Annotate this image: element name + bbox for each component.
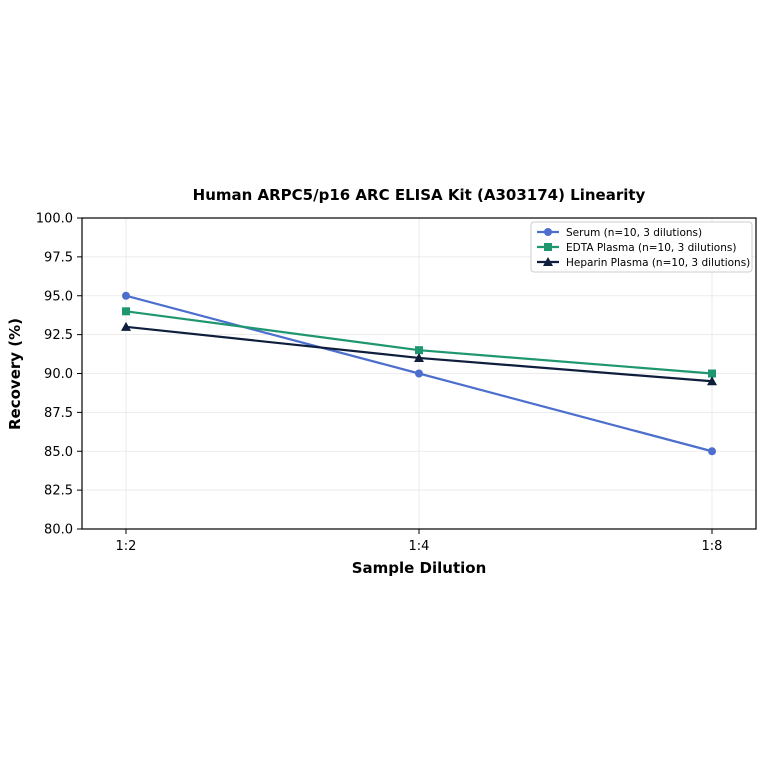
- y-tick-label: 95.0: [44, 289, 73, 304]
- legend-marker: [544, 243, 552, 251]
- y-tick-label: 92.5: [44, 328, 73, 343]
- data-point: [708, 369, 716, 378]
- data-point: [415, 369, 423, 378]
- data-point: [122, 307, 130, 316]
- x-tick-label: 1:8: [702, 539, 723, 554]
- series-1: [122, 291, 716, 456]
- legend-marker: [544, 228, 552, 236]
- series-2: [122, 307, 716, 378]
- x-axis-label: Sample Dilution: [352, 559, 487, 577]
- y-tick-label: 85.0: [44, 445, 73, 460]
- legend-entry: Serum (n=10, 3 dilutions): [566, 227, 702, 239]
- chart-title: Human ARPC5/p16 ARC ELISA Kit (A303174) …: [193, 186, 646, 204]
- series-layer: [121, 291, 717, 456]
- legend-box: [530, 221, 753, 273]
- data-point: [707, 376, 717, 386]
- data-point: [415, 346, 423, 355]
- y-tick-label: 82.5: [44, 484, 73, 499]
- x-tick-label: 1:4: [409, 539, 430, 554]
- legend-entry: Heparin Plasma (n=10, 3 dilutions): [566, 257, 750, 269]
- x-tick-label: 1:2: [116, 539, 137, 554]
- data-point: [414, 352, 424, 362]
- series-3: [121, 321, 717, 386]
- y-tick-label: 97.5: [44, 250, 73, 265]
- y-tick-label: 87.5: [44, 406, 73, 421]
- y-tick-label: 90.0: [44, 367, 73, 382]
- y-tick-label: 100.0: [36, 212, 73, 227]
- legend: Serum (n=10, 3 dilutions) EDTA Plasma (n=…: [530, 221, 753, 273]
- data-point: [121, 321, 131, 331]
- legend-entry: EDTA Plasma (n=10, 3 dilutions): [566, 242, 736, 254]
- data-point: [708, 447, 716, 456]
- y-axis-label: Recovery (%): [6, 318, 24, 430]
- ticks: 80.0 82.5 85.0 87.5 90.0 92.5 95.0 97.5 100.0 1:2…: [36, 212, 723, 555]
- y-tick-label: 80.0: [44, 523, 73, 538]
- data-point: [122, 291, 130, 300]
- legend-marker: [543, 257, 553, 266]
